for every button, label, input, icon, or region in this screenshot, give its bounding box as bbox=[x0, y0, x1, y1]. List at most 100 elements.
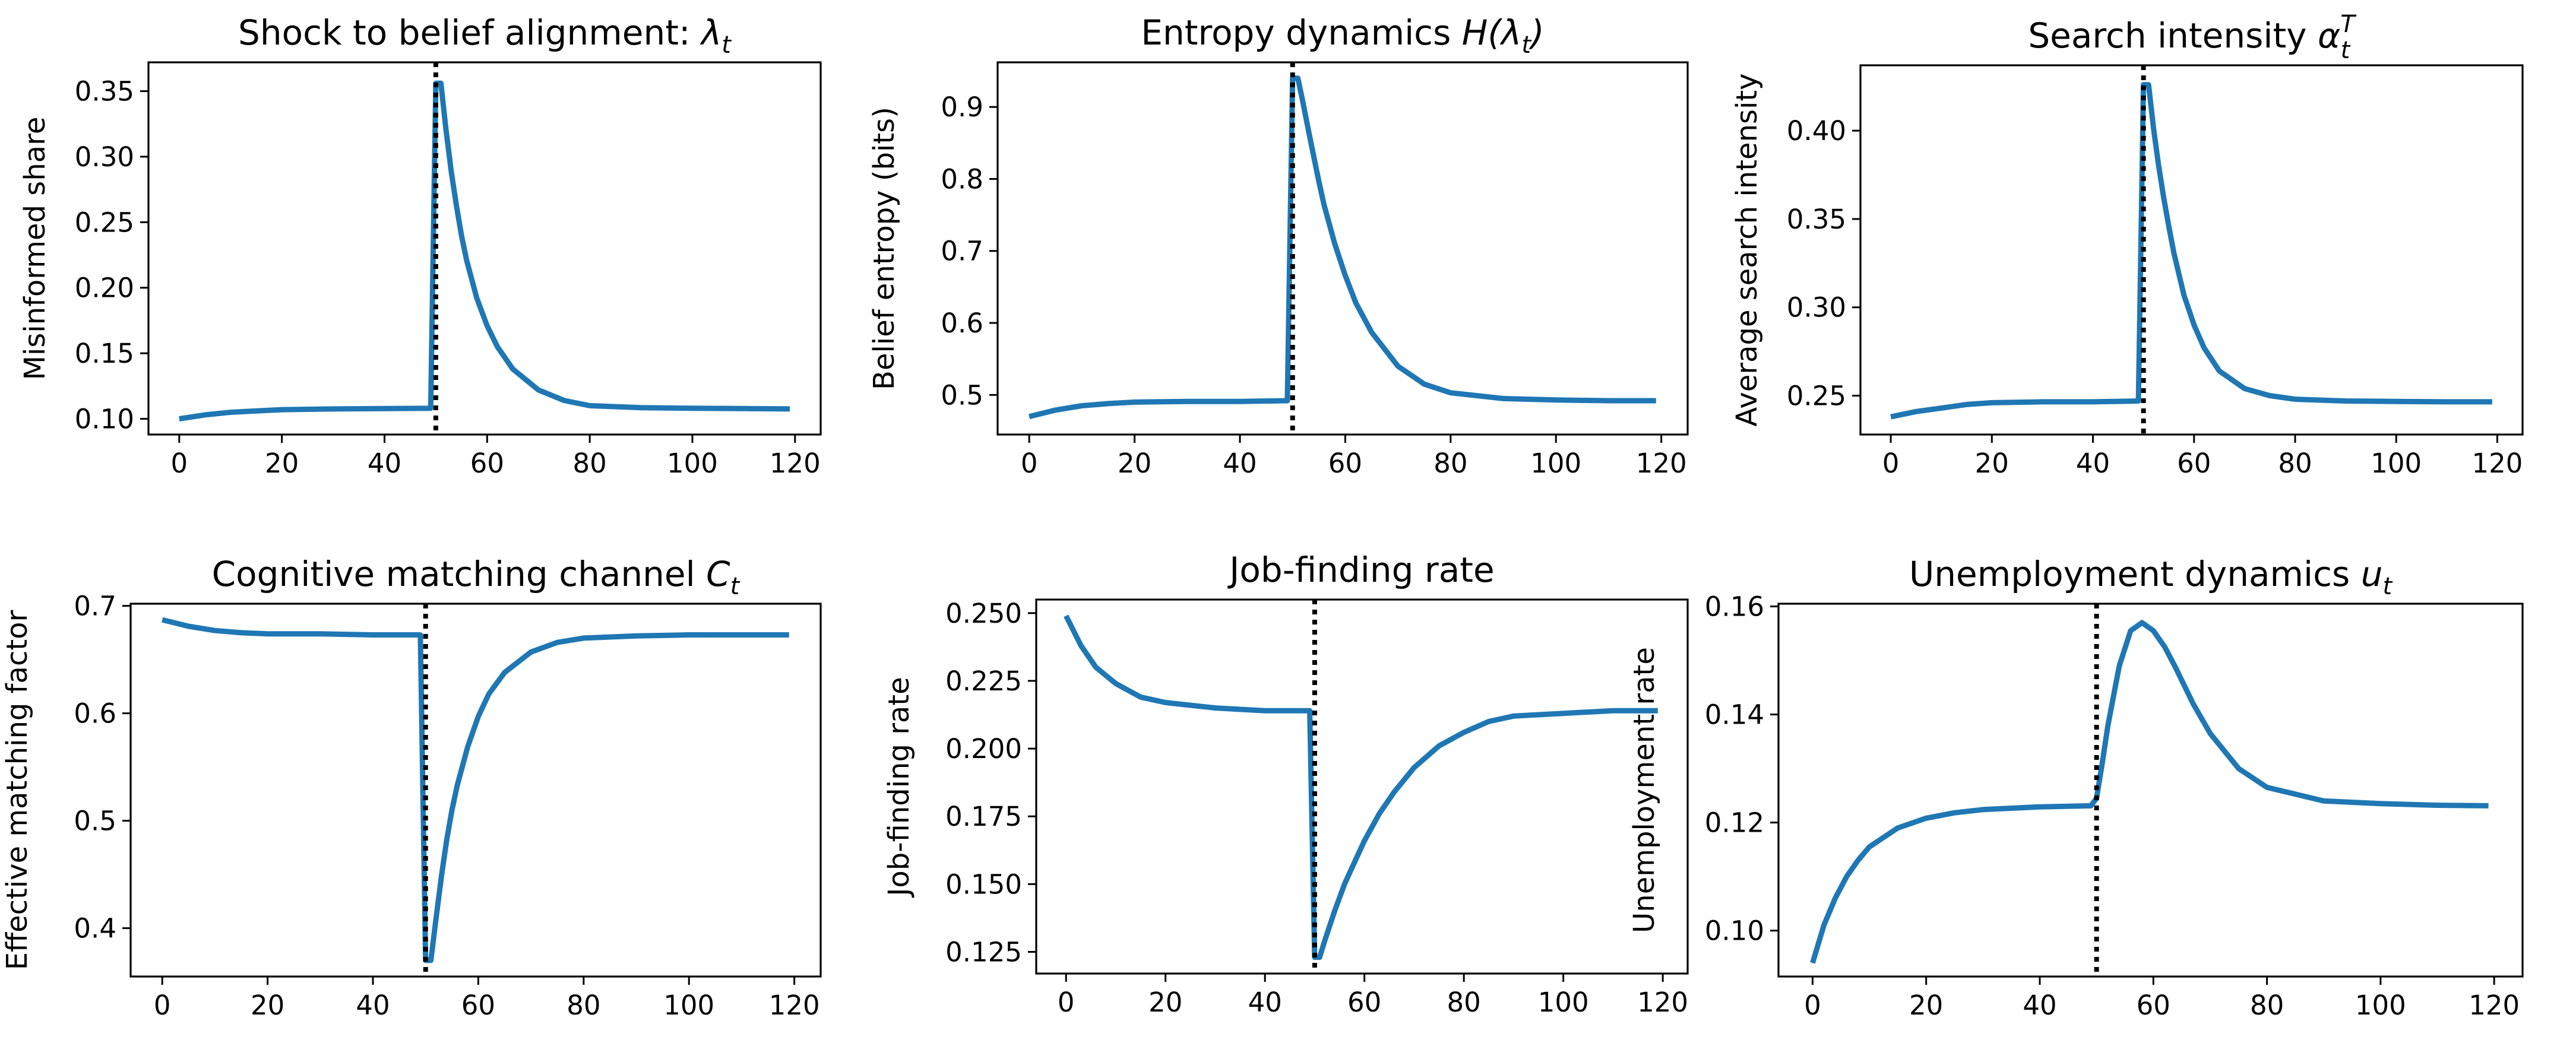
y-tick-label: 0.35 bbox=[1787, 204, 1846, 235]
x-tick-label: 80 bbox=[2278, 448, 2312, 479]
x-tick-label: 120 bbox=[1637, 987, 1688, 1018]
y-tick-label: 0.25 bbox=[75, 207, 134, 238]
y-tick-label: 0.30 bbox=[75, 141, 134, 173]
y-tick-label: 0.40 bbox=[1787, 115, 1846, 147]
title-math-symbol: λ bbox=[700, 12, 721, 53]
y-tick-label: 0.175 bbox=[945, 801, 1022, 832]
x-tick-label: 20 bbox=[1975, 448, 2009, 479]
x-tick-label: 0 bbox=[1804, 990, 1821, 1021]
x-tick-label: 100 bbox=[1530, 448, 1581, 479]
title-subscript: t bbox=[730, 573, 740, 600]
y-axis-label: Misinformed share bbox=[18, 117, 52, 381]
x-tick-label: 0 bbox=[154, 990, 171, 1021]
chart-title: Search intensity αTt​ bbox=[2028, 11, 2357, 64]
y-tick-label: 0.6 bbox=[74, 698, 116, 730]
chart-title: Entropy dynamics H(λt​) bbox=[1141, 12, 1544, 59]
x-tick-label: 100 bbox=[1538, 987, 1589, 1018]
title-math-symbol: C bbox=[706, 554, 730, 594]
y-tick-label: 0.7 bbox=[74, 591, 116, 622]
series-line-job_finding bbox=[1064, 614, 1658, 960]
y-tick-label: 0.20 bbox=[75, 272, 134, 304]
y-tick-label: 0.25 bbox=[1787, 381, 1846, 412]
chart-title: Cognitive matching channel Ct​ bbox=[212, 554, 740, 600]
title-subscript: t bbox=[1521, 31, 1531, 59]
axes-frame bbox=[996, 61, 1689, 436]
x-tick-label: 80 bbox=[1447, 987, 1481, 1018]
x-tick-label: 60 bbox=[2177, 448, 2211, 479]
y-tick-label: 0.225 bbox=[945, 665, 1022, 697]
chart-panel-6: 0 20 40 60 80 100 120 0.10 0.12 0.14 0.16 Unemploym… bbox=[1628, 554, 2524, 1021]
x-tick-label: 120 bbox=[770, 448, 821, 479]
x-tick-label: 100 bbox=[2371, 448, 2422, 479]
y-tick-label: 0.12 bbox=[1705, 807, 1764, 839]
y-tick-label: 0.150 bbox=[945, 868, 1022, 900]
title-math-symbol: α bbox=[2318, 15, 2340, 56]
y-tick-label: 0.16 bbox=[1705, 591, 1764, 623]
y-tick-label: 0.30 bbox=[1787, 292, 1846, 324]
y-axis-label: Belief entropy (bits) bbox=[868, 107, 901, 390]
y-tick-label: 0.4 bbox=[74, 913, 116, 944]
y-tick-label: 0.15 bbox=[75, 338, 134, 369]
x-tick-label: 40 bbox=[1248, 987, 1282, 1018]
x-tick-label: 80 bbox=[573, 448, 607, 479]
title-math-symbol: u bbox=[2361, 554, 2383, 594]
series-line-lambda bbox=[179, 80, 790, 421]
x-tick-label: 20 bbox=[251, 990, 284, 1021]
x-tick-label: 40 bbox=[356, 990, 390, 1021]
x-tick-label: 60 bbox=[1347, 987, 1381, 1018]
title-text: Shock to belief alignment: bbox=[238, 12, 701, 53]
x-tick-label: 0 bbox=[171, 448, 188, 479]
title-text: Cognitive matching channel bbox=[212, 554, 706, 594]
x-tick-label: 100 bbox=[2355, 990, 2406, 1021]
y-axis-label: Effective matching factor bbox=[1, 610, 34, 970]
y-tick-label: 0.200 bbox=[945, 733, 1022, 765]
title-math-symbol: H(λ bbox=[1462, 12, 1522, 53]
x-tick-label: 80 bbox=[2250, 990, 2284, 1021]
y-tick-label: 0.7 bbox=[941, 236, 983, 267]
x-tick-label: 0 bbox=[1021, 448, 1038, 479]
axes-frame bbox=[1859, 64, 2524, 436]
x-tick-label: 100 bbox=[667, 448, 718, 479]
x-tick-label: 60 bbox=[1328, 448, 1362, 479]
y-tick-label: 0.8 bbox=[941, 163, 983, 195]
x-tick-label: 80 bbox=[567, 990, 600, 1021]
x-tick-label: 20 bbox=[1148, 987, 1182, 1018]
x-tick-label: 20 bbox=[1909, 990, 1943, 1021]
axes-frame bbox=[1777, 603, 2524, 978]
x-tick-label: 60 bbox=[2137, 990, 2170, 1021]
x-tick-label: 80 bbox=[1433, 448, 1467, 479]
y-tick-label: 0.5 bbox=[941, 379, 983, 411]
axes-frame bbox=[129, 603, 822, 978]
x-tick-label: 0 bbox=[1882, 448, 1900, 479]
x-tick-label: 60 bbox=[470, 448, 504, 479]
chart-panel-4: 0 20 40 60 80 100 120 0.4 0.5 0.6 0.7 Effective mat… bbox=[1, 554, 822, 1021]
x-tick-label: 100 bbox=[663, 990, 714, 1021]
x-tick-label: 120 bbox=[769, 990, 820, 1021]
title-suffix: ) bbox=[1528, 12, 1545, 53]
title-text: Job-finding rate bbox=[1227, 550, 1494, 590]
series-line-matching bbox=[162, 617, 789, 963]
y-tick-label: 0.10 bbox=[75, 404, 134, 435]
title-subscript: t bbox=[2341, 37, 2351, 64]
y-tick-label: 0.14 bbox=[1705, 699, 1764, 731]
title-text: Unemployment dynamics bbox=[1909, 554, 2361, 594]
series-line-search bbox=[1890, 82, 2492, 420]
y-axis-label: Job-finding rate bbox=[882, 677, 916, 898]
title-subscript: t bbox=[2382, 573, 2393, 600]
y-axis-label: Average search intensity bbox=[1730, 73, 1764, 426]
title-subscript: t bbox=[721, 31, 732, 59]
title-superscript: T bbox=[2340, 11, 2357, 38]
y-tick-label: 0.9 bbox=[941, 91, 983, 123]
y-tick-label: 0.6 bbox=[941, 307, 983, 339]
x-tick-label: 40 bbox=[2076, 448, 2110, 479]
chart-panel-2: 0 20 40 60 80 100 120 0.5 0.6 0.7 0.8 0.9 Belief ent… bbox=[868, 12, 1689, 479]
x-tick-label: 60 bbox=[461, 990, 495, 1021]
x-tick-label: 0 bbox=[1058, 987, 1075, 1018]
chart-panel-1: 0 20 40 60 80 100 120 0.10 0.15 0.20 0.25 0.30 0.35 M… bbox=[18, 12, 822, 479]
axes-frame bbox=[1035, 598, 1689, 975]
y-tick-label: 0.5 bbox=[74, 806, 116, 837]
x-tick-label: 40 bbox=[1223, 448, 1257, 479]
y-tick-label: 0.250 bbox=[945, 598, 1022, 629]
x-tick-label: 120 bbox=[1636, 448, 1687, 479]
